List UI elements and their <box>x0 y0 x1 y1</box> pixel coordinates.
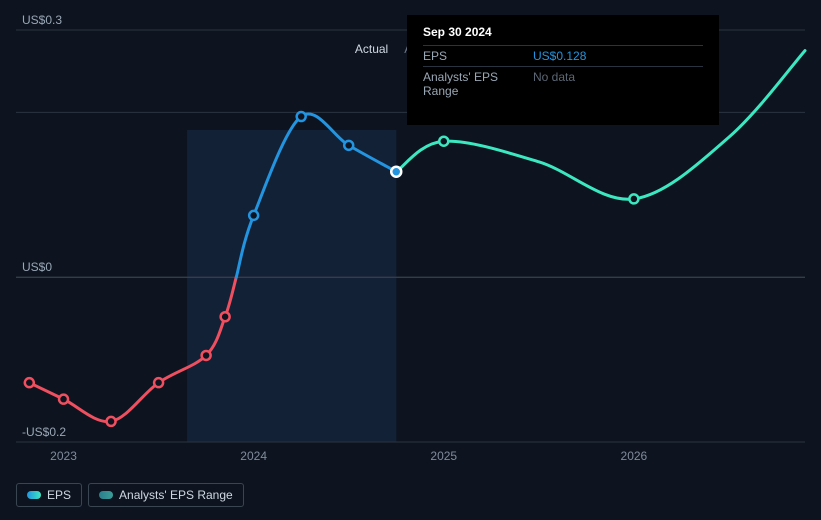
legend-label-range: Analysts' EPS Range <box>119 488 233 502</box>
svg-text:US$0.3: US$0.3 <box>22 13 62 27</box>
svg-text:2026: 2026 <box>621 449 648 463</box>
tooltip-eps-value: US$0.128 <box>533 49 586 63</box>
eps-chart-container: { "tooltip": { "date": "Sep 30 2024", "e… <box>0 0 821 520</box>
chart-tooltip: Sep 30 2024 EPS US$0.128 Analysts' EPS R… <box>407 15 719 125</box>
svg-text:2025: 2025 <box>430 449 457 463</box>
legend-swatch-eps <box>27 491 41 499</box>
tooltip-range-label: Analysts' EPS Range <box>423 70 533 98</box>
svg-text:2023: 2023 <box>50 449 77 463</box>
tooltip-eps-label: EPS <box>423 49 533 63</box>
legend-item-range[interactable]: Analysts' EPS Range <box>88 483 244 507</box>
svg-text:Actual: Actual <box>355 42 388 56</box>
legend-swatch-range <box>99 491 113 499</box>
svg-text:2024: 2024 <box>240 449 267 463</box>
svg-text:US$0: US$0 <box>22 260 52 274</box>
legend-label-eps: EPS <box>47 488 71 502</box>
tooltip-date: Sep 30 2024 <box>423 25 703 39</box>
legend-item-eps[interactable]: EPS <box>16 483 82 507</box>
chart-legend: EPS Analysts' EPS Range <box>16 483 244 507</box>
tooltip-range-value: No data <box>533 70 575 98</box>
svg-text:-US$0.2: -US$0.2 <box>22 425 66 439</box>
